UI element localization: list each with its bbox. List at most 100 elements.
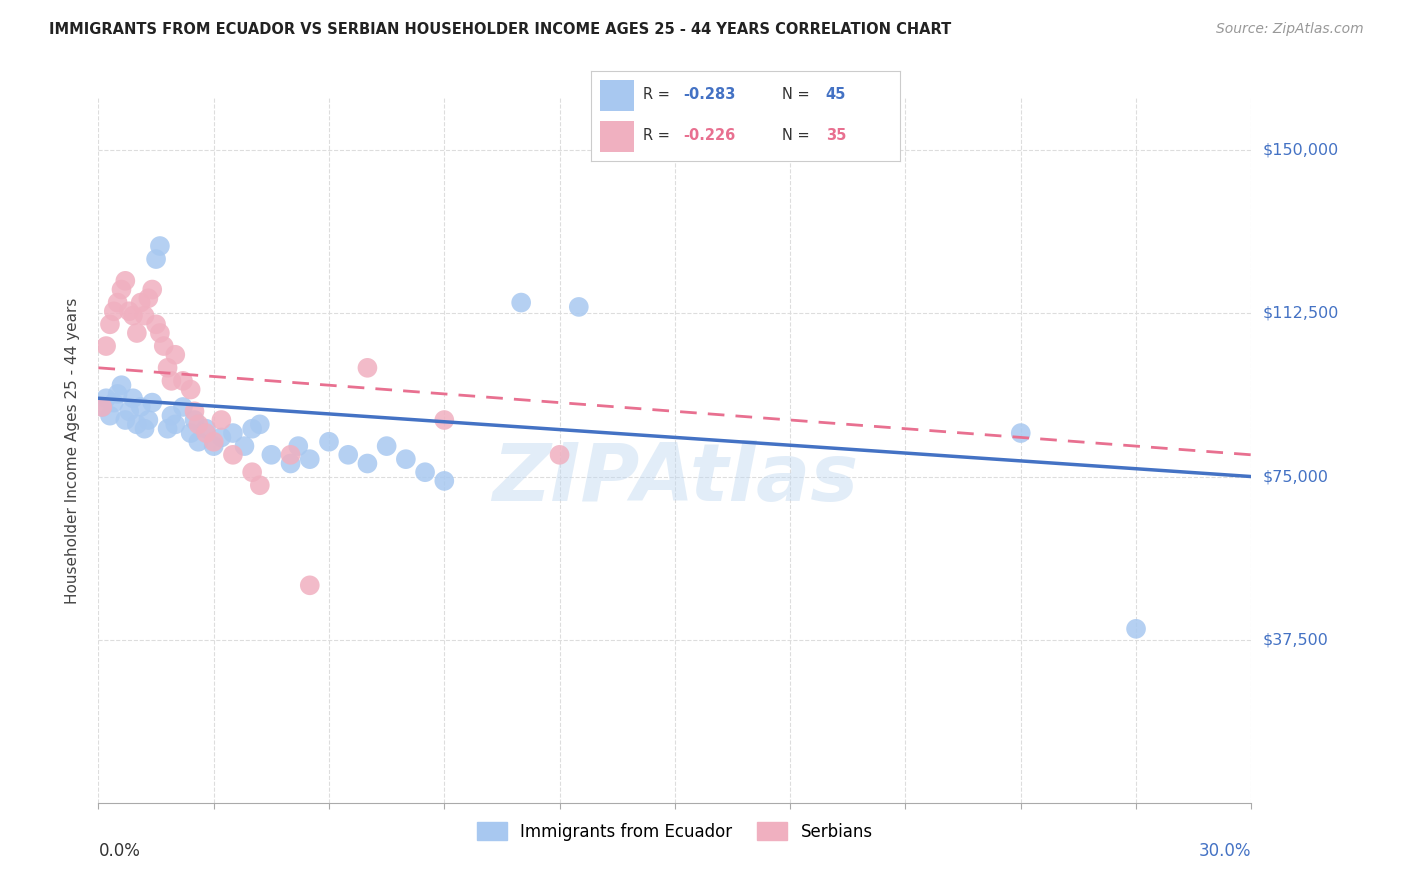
Point: [165, 348, 187, 362]
Point: [413, 465, 436, 479]
Text: N =: N =: [782, 128, 814, 143]
Point: [548, 448, 571, 462]
Point: [156, 360, 179, 375]
Point: [260, 448, 283, 462]
Point: [134, 422, 156, 436]
Point: [298, 452, 321, 467]
Text: -0.226: -0.226: [683, 128, 735, 143]
Point: [209, 430, 232, 444]
Point: [103, 395, 125, 409]
Text: -0.283: -0.283: [683, 87, 735, 102]
Point: [298, 578, 321, 592]
Text: IMMIGRANTS FROM ECUADOR VS SERBIAN HOUSEHOLDER INCOME AGES 25 - 44 YEARS CORRELA: IMMIGRANTS FROM ECUADOR VS SERBIAN HOUSE…: [49, 22, 952, 37]
Point: [125, 417, 148, 432]
Legend: Immigrants from Ecuador, Serbians: Immigrants from Ecuador, Serbians: [470, 815, 880, 847]
Point: [568, 300, 591, 314]
Point: [107, 387, 129, 401]
Point: [195, 425, 218, 440]
Point: [145, 318, 167, 332]
Point: [152, 339, 174, 353]
Point: [160, 409, 183, 423]
Point: [222, 448, 245, 462]
Point: [141, 283, 163, 297]
Point: [94, 391, 117, 405]
Point: [118, 404, 141, 418]
Point: [149, 326, 172, 340]
Point: [98, 318, 121, 332]
Point: [187, 417, 209, 432]
Text: $75,000: $75,000: [1263, 469, 1329, 484]
Point: [510, 295, 533, 310]
Point: [172, 400, 194, 414]
Point: [249, 478, 271, 492]
Point: [249, 417, 271, 432]
Point: [122, 391, 145, 405]
Point: [287, 439, 309, 453]
Point: [433, 413, 456, 427]
Text: 45: 45: [825, 87, 846, 102]
Point: [94, 339, 117, 353]
Text: R =: R =: [643, 87, 675, 102]
Point: [125, 326, 148, 340]
Point: [110, 283, 132, 297]
Point: [180, 425, 202, 440]
Point: [118, 304, 141, 318]
Text: $112,500: $112,500: [1263, 306, 1339, 321]
Point: [114, 413, 136, 427]
Point: [122, 309, 145, 323]
Point: [280, 457, 302, 471]
Point: [209, 413, 232, 427]
Point: [160, 374, 183, 388]
Point: [202, 434, 225, 449]
Point: [202, 439, 225, 453]
Point: [114, 274, 136, 288]
Text: Source: ZipAtlas.com: Source: ZipAtlas.com: [1216, 22, 1364, 37]
Point: [180, 383, 202, 397]
Point: [240, 465, 263, 479]
Text: ZIPAtlas: ZIPAtlas: [492, 440, 858, 517]
Point: [103, 304, 125, 318]
Text: $37,500: $37,500: [1263, 632, 1329, 648]
Point: [149, 239, 172, 253]
Text: 35: 35: [825, 128, 846, 143]
Point: [318, 434, 340, 449]
Point: [240, 422, 263, 436]
Point: [141, 395, 163, 409]
Point: [98, 409, 121, 423]
Point: [156, 422, 179, 436]
Text: R =: R =: [643, 128, 675, 143]
FancyBboxPatch shape: [600, 80, 634, 111]
Point: [172, 374, 194, 388]
Point: [107, 295, 129, 310]
Point: [222, 425, 245, 440]
Point: [183, 413, 205, 427]
Point: [233, 439, 256, 453]
Point: [134, 309, 156, 323]
FancyBboxPatch shape: [600, 121, 634, 152]
Point: [91, 400, 114, 414]
Point: [165, 417, 187, 432]
Point: [138, 291, 160, 305]
Point: [356, 360, 378, 375]
Point: [395, 452, 418, 467]
Point: [195, 422, 218, 436]
Point: [183, 404, 205, 418]
Point: [129, 295, 152, 310]
Text: 0.0%: 0.0%: [98, 842, 141, 860]
Text: N =: N =: [782, 87, 814, 102]
Point: [145, 252, 167, 266]
Y-axis label: Householder Income Ages 25 - 44 years: Householder Income Ages 25 - 44 years: [65, 297, 80, 604]
Point: [433, 474, 456, 488]
Point: [187, 434, 209, 449]
Point: [110, 378, 132, 392]
Point: [375, 439, 398, 453]
Point: [138, 413, 160, 427]
Point: [356, 457, 378, 471]
Point: [280, 448, 302, 462]
Point: [1010, 425, 1032, 440]
Text: 30.0%: 30.0%: [1199, 842, 1251, 860]
Point: [1125, 622, 1147, 636]
Text: $150,000: $150,000: [1263, 143, 1339, 158]
Point: [129, 400, 152, 414]
Point: [337, 448, 360, 462]
